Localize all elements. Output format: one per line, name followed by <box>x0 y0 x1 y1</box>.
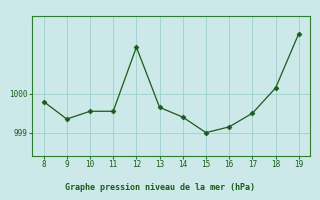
Text: Graphe pression niveau de la mer (hPa): Graphe pression niveau de la mer (hPa) <box>65 183 255 192</box>
